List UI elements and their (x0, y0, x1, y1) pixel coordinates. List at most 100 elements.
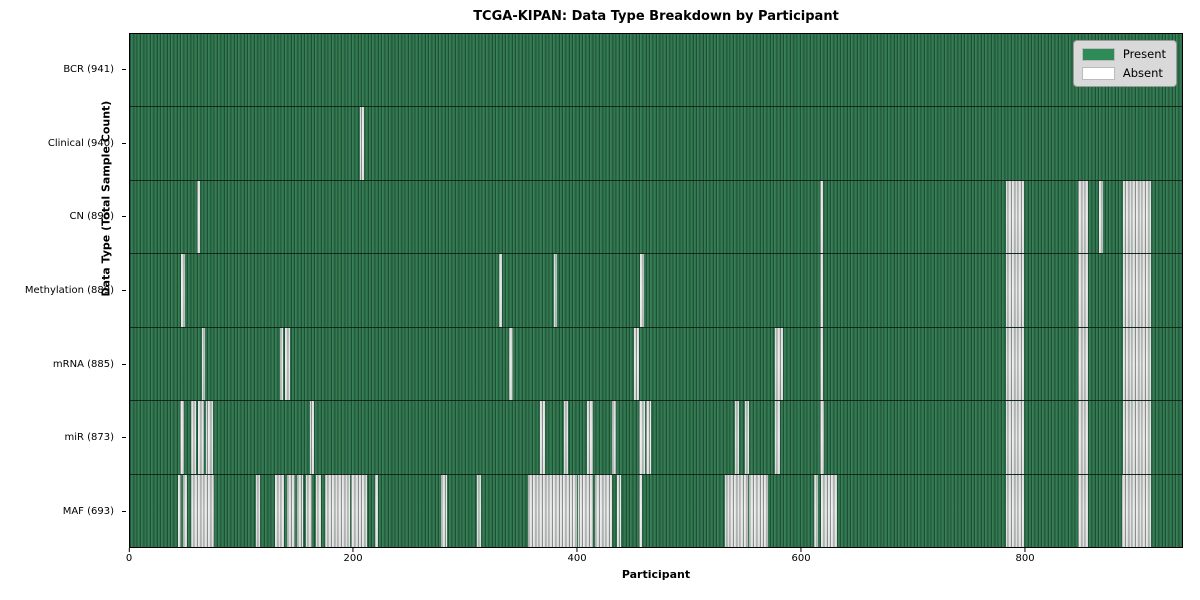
absent-band (286, 474, 296, 547)
absent-band (1078, 401, 1089, 474)
x-tick-label: 0 (125, 553, 133, 564)
x-tick-labels: 0 200 400 600 800 (126, 548, 1183, 568)
absent-band (819, 254, 824, 327)
x-tick-600: 600 (792, 548, 811, 564)
absent-band (734, 401, 740, 474)
absent-band (638, 474, 642, 547)
legend-label-absent: Absent (1122, 66, 1163, 80)
absent-band (191, 474, 214, 547)
y-tick-Clinical: Clinical (940) (0, 107, 126, 181)
absent-band (634, 327, 639, 401)
x-tickmark (800, 548, 802, 552)
absent-band (305, 474, 313, 547)
absent-band (775, 327, 783, 401)
absent-band (275, 474, 285, 547)
x-tickmark (1024, 548, 1026, 552)
y-tick-label: BCR (941) (63, 64, 114, 76)
heatmap-row-MAF (130, 474, 1182, 547)
heatmap-row-BCR (130, 34, 1182, 108)
absent-band (819, 327, 824, 401)
absent-band (1078, 474, 1089, 547)
absent-band (595, 474, 612, 547)
absent-band (1078, 327, 1089, 401)
x-tickmark (576, 548, 578, 552)
y-tick-label: MAF (693) (62, 505, 114, 517)
absent-band (197, 180, 201, 254)
absent-band (639, 254, 645, 327)
legend-box: Present Absent (1072, 40, 1177, 87)
absent-band (198, 401, 204, 474)
absent-band (1078, 180, 1089, 254)
legend-item-absent: Absent (1081, 66, 1166, 80)
y-tickmark (122, 290, 126, 292)
y-tick-label: mRNA (885) (52, 358, 114, 370)
y-tick-label: miR (873) (64, 432, 114, 444)
heatmap-row-Methylation (130, 254, 1182, 328)
heatmap-row-mRNA (130, 327, 1182, 402)
absent-band (1122, 401, 1151, 474)
y-tick-label: CN (890) (69, 211, 114, 223)
absent-band (1006, 327, 1025, 401)
y-tickmark (122, 510, 126, 512)
legend-swatch-present (1081, 47, 1115, 61)
absent-band (563, 401, 569, 474)
absent-band (1006, 474, 1025, 547)
absent-band (351, 474, 367, 547)
absent-band (178, 474, 182, 547)
y-tick-miR: miR (873) (0, 401, 126, 475)
absent-band (1122, 254, 1151, 327)
absent-band (820, 474, 837, 547)
absent-band (638, 401, 646, 474)
absent-band (360, 107, 364, 180)
x-tick-label: 200 (343, 553, 363, 564)
absent-band (775, 401, 780, 474)
y-tick-labels: BCR (941) Clinical (940) CN (890) Methylati… (0, 33, 126, 548)
absent-band (1006, 180, 1025, 254)
absent-band (617, 474, 621, 547)
absent-band (527, 474, 578, 547)
absent-band (819, 180, 824, 254)
y-tick-BCR: BCR (941) (0, 33, 126, 107)
absent-band (201, 327, 205, 401)
x-tick-200: 200 (343, 548, 363, 564)
y-tick-label: Methylation (889) (24, 285, 114, 297)
y-tickmark (122, 363, 126, 365)
absent-band (1122, 327, 1151, 401)
y-tick-label: Clinical (940) (47, 137, 114, 149)
x-tick-label: 600 (791, 553, 811, 564)
absent-band (1099, 180, 1103, 254)
absent-band (476, 474, 482, 547)
absent-band (578, 474, 593, 547)
absent-band (315, 474, 322, 547)
heatmap-row-CN (130, 180, 1182, 255)
absent-band (279, 327, 284, 401)
absent-band (324, 474, 351, 547)
absent-band (587, 401, 593, 474)
absent-band (1122, 180, 1151, 254)
absent-band (440, 474, 448, 547)
x-tick-label: 800 (1015, 553, 1035, 564)
y-tickmark (122, 216, 126, 218)
absent-band (182, 474, 187, 547)
plot-area: Present Absent (129, 33, 1183, 548)
x-tick-0: 0 (126, 548, 132, 564)
absent-band (1121, 474, 1151, 547)
absent-band (181, 254, 185, 327)
x-tick-800: 800 (1016, 548, 1035, 564)
legend-label-present: Present (1122, 47, 1166, 61)
y-tick-Methylation: Methylation (889) (0, 254, 126, 328)
x-tickmark (352, 548, 354, 552)
heatmap-row-Clinical (130, 107, 1182, 181)
legend-item-present: Present (1081, 47, 1166, 61)
absent-band (191, 401, 196, 474)
absent-band (498, 254, 503, 327)
absent-band (256, 474, 260, 547)
heatmap-rows (130, 34, 1182, 547)
heatmap-row-miR (130, 401, 1182, 475)
absent-band (814, 474, 818, 547)
x-tickmark (128, 548, 130, 552)
y-tick-MAF: MAF (693) (0, 474, 126, 548)
x-axis-label: Participant (621, 568, 691, 581)
y-tickmark (122, 142, 126, 144)
